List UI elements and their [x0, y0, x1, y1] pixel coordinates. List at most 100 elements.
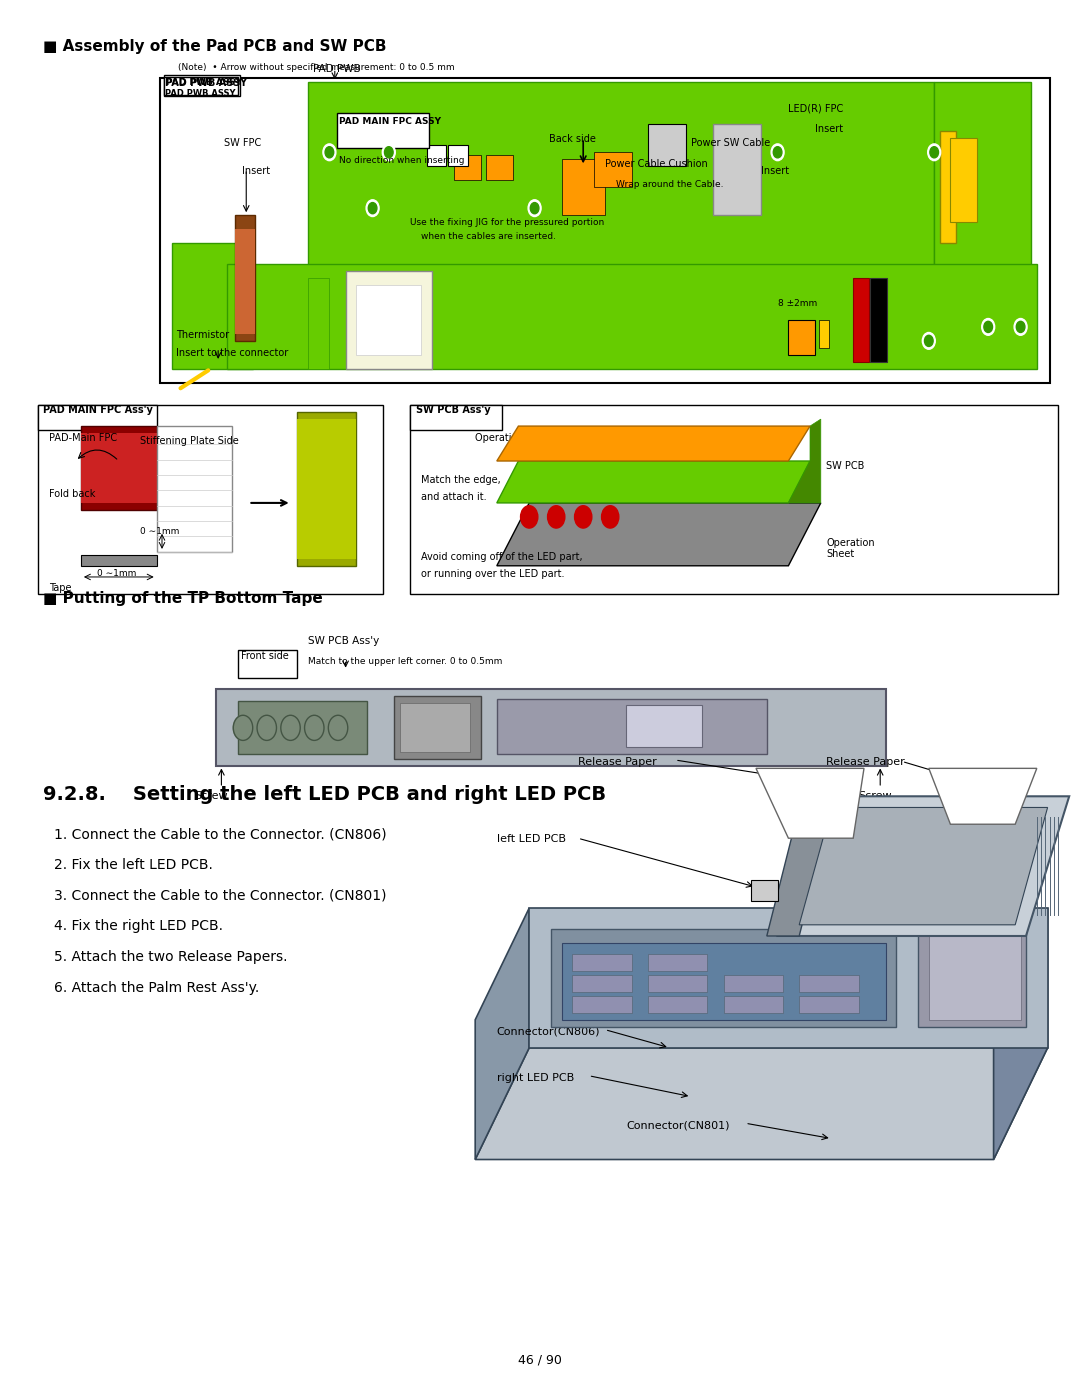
Text: 2. Fix the left LED PCB.: 2. Fix the left LED PCB. — [54, 858, 213, 872]
Bar — [454, 155, 481, 180]
Circle shape — [575, 506, 592, 528]
Text: Thermistor: Thermistor — [176, 330, 229, 339]
Text: Release Paper: Release Paper — [578, 757, 657, 767]
Text: Match to the upper left corner. 0 to 0.5mm: Match to the upper left corner. 0 to 0.5… — [308, 657, 502, 665]
Text: SW PCB Ass'y: SW PCB Ass'y — [308, 636, 379, 645]
Text: The Connector bracket is: The Connector bracket is — [632, 464, 754, 474]
Bar — [427, 145, 446, 166]
Circle shape — [325, 147, 334, 158]
Circle shape — [773, 147, 782, 158]
Bar — [356, 285, 421, 355]
Text: LED(R) FPC: LED(R) FPC — [788, 103, 843, 113]
Bar — [950, 138, 977, 222]
Bar — [235, 229, 255, 334]
Bar — [648, 975, 707, 992]
Text: Operation
Sheet: Operation Sheet — [826, 538, 875, 559]
Bar — [724, 996, 783, 1013]
Text: Release Paper: Release Paper — [826, 757, 905, 767]
Circle shape — [366, 200, 379, 217]
Bar — [724, 975, 783, 992]
Text: left LED PCB: left LED PCB — [497, 834, 566, 844]
Bar — [38, 405, 157, 430]
Text: Screw: Screw — [858, 791, 892, 800]
Bar — [164, 77, 238, 95]
Text: 6. Attach the Palm Rest Ass'y.: 6. Attach the Palm Rest Ass'y. — [54, 981, 259, 995]
Bar — [853, 278, 869, 362]
Circle shape — [984, 321, 993, 332]
Text: Power Cable Cushion: Power Cable Cushion — [605, 159, 707, 169]
Bar — [81, 555, 157, 566]
Circle shape — [982, 319, 995, 335]
Text: Insert to the connector: Insert to the connector — [176, 348, 288, 358]
Bar — [562, 159, 605, 215]
Text: 4. Fix the right LED PCB.: 4. Fix the right LED PCB. — [54, 919, 222, 933]
Bar — [308, 82, 934, 285]
Bar — [297, 412, 356, 566]
Bar — [81, 433, 157, 503]
Text: 3. Connect the Cable to the Connector. (CN801): 3. Connect the Cable to the Connector. (… — [54, 888, 387, 902]
Bar — [870, 278, 887, 362]
Bar — [551, 929, 896, 1027]
Circle shape — [382, 144, 395, 161]
Polygon shape — [497, 426, 810, 461]
Text: Operation Tape: Operation Tape — [475, 433, 550, 443]
Text: 8 ±2mm: 8 ±2mm — [778, 299, 816, 307]
Text: Match the edge,: Match the edge, — [421, 475, 501, 485]
Text: or running over the LED part.: or running over the LED part. — [421, 569, 565, 578]
Text: SW FPC: SW FPC — [224, 138, 260, 148]
Bar — [238, 650, 297, 678]
Text: 0 ∼1mm: 0 ∼1mm — [97, 569, 136, 577]
Text: Insert: Insert — [761, 166, 789, 176]
Bar — [819, 320, 829, 348]
Text: 1. Connect the Cable to the Connector. (CN806): 1. Connect the Cable to the Connector. (… — [54, 827, 387, 841]
Text: Tape: Tape — [49, 583, 71, 592]
Circle shape — [1016, 321, 1025, 332]
Circle shape — [257, 715, 276, 740]
Circle shape — [548, 506, 565, 528]
Bar — [929, 936, 1021, 1020]
Text: PAD PWB: PAD PWB — [313, 64, 361, 74]
Circle shape — [922, 332, 935, 349]
Text: 9.2.8.    Setting the left LED PCB and right LED PCB: 9.2.8. Setting the left LED PCB and righ… — [43, 785, 606, 805]
Text: and attach it.: and attach it. — [421, 492, 487, 502]
Text: Back side: Back side — [549, 134, 595, 144]
Bar — [788, 320, 815, 355]
Bar — [562, 943, 886, 1020]
Bar — [572, 975, 632, 992]
Bar — [410, 405, 502, 430]
Circle shape — [305, 715, 324, 740]
Bar — [648, 124, 686, 166]
Text: SW PCB Ass'y: SW PCB Ass'y — [416, 405, 490, 415]
Bar — [410, 405, 1058, 594]
Circle shape — [281, 715, 300, 740]
Circle shape — [528, 200, 541, 217]
Polygon shape — [497, 461, 810, 503]
Bar — [918, 929, 1026, 1027]
Text: 0 ∼1mm: 0 ∼1mm — [140, 527, 179, 535]
Text: Front side: Front side — [241, 651, 288, 661]
Bar — [308, 278, 329, 369]
Bar — [648, 954, 707, 971]
Polygon shape — [475, 1048, 1048, 1160]
Polygon shape — [788, 419, 821, 503]
Text: PAD MAIN FPC ASSY: PAD MAIN FPC ASSY — [339, 117, 441, 126]
Polygon shape — [767, 807, 832, 936]
Circle shape — [930, 147, 939, 158]
Text: Insert: Insert — [242, 166, 270, 176]
Bar — [648, 996, 707, 1013]
Bar — [157, 426, 232, 552]
Bar — [337, 113, 429, 148]
Text: PAD PWB ASSY: PAD PWB ASSY — [165, 78, 247, 88]
Text: Connector(CN806): Connector(CN806) — [497, 1027, 600, 1037]
Bar — [227, 264, 1037, 369]
Bar — [799, 996, 859, 1013]
Polygon shape — [778, 796, 1069, 936]
Text: Use the fixing JIG for the pressured portion: Use the fixing JIG for the pressured por… — [410, 218, 605, 226]
Text: No direction when inserting: No direction when inserting — [339, 156, 464, 165]
Text: Connector(CN801): Connector(CN801) — [626, 1120, 730, 1130]
Polygon shape — [529, 908, 1048, 1048]
Polygon shape — [475, 908, 529, 1160]
Text: PAD PWB ASSY: PAD PWB ASSY — [165, 89, 235, 98]
Bar — [238, 701, 367, 754]
Circle shape — [924, 335, 933, 346]
